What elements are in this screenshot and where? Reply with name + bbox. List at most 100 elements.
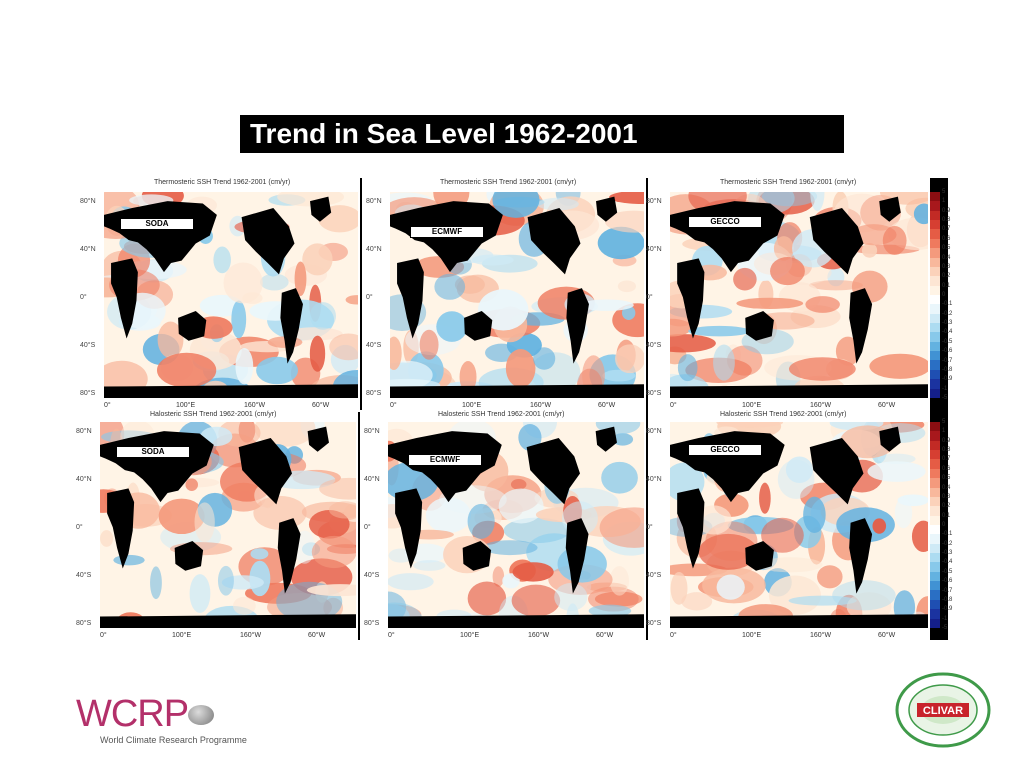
map-panel-soda-halosteric: Halosteric SSH Trend 1962-2001 (cm/yr) 80… [76, 410, 358, 644]
colorbar [930, 192, 940, 398]
colorbar-tick-label: 0.3 [942, 263, 951, 270]
colorbar-tick-label: 0.5 [942, 245, 951, 252]
colorbar-swatch [930, 266, 940, 277]
map-panel-gecco-halosteric: Halosteric SSH Trend 1962-2001 (cm/yr) 80… [646, 410, 952, 644]
lat-tick-label: 0° [646, 294, 653, 301]
lat-tick-label: 0° [76, 524, 83, 531]
lon-tick-label: 160°W [240, 632, 262, 639]
dataset-label-gecco: GECCO [688, 216, 762, 228]
panel-title: Halosteric SSH Trend 1962-2001 (cm/yr) [150, 411, 277, 418]
colorbar-swatch [930, 609, 940, 619]
lon-tick-label: 160°W [530, 402, 552, 409]
colorbar-swatch [930, 201, 940, 211]
colorbar-swatch [930, 229, 940, 239]
lat-tick-label: 80°N [646, 428, 662, 435]
dataset-label-gecco: GECCO [688, 444, 762, 456]
dataset-label-ecmwf: ECMWF [408, 454, 482, 466]
colorbar-swatch [930, 248, 940, 258]
colorbar-tick-label: 0.2 [942, 273, 951, 280]
colorbar-tick-label: 0.5 [942, 475, 951, 482]
map-panel-soda-thermosteric: Thermosteric SSH Trend 1962-2001 (cm/yr)… [78, 178, 360, 412]
ssh-trend-map [104, 192, 358, 398]
dataset-label-soda: SODA [120, 218, 194, 230]
colorbar-swatch [930, 543, 940, 554]
colorbar-tick-label: -0.5 [942, 568, 953, 575]
lat-tick-label: 80°N [646, 198, 662, 205]
lat-tick-label: 80°S [366, 390, 382, 397]
ssh-trend-map [670, 422, 928, 628]
colorbar-swatch [930, 506, 940, 516]
dataset-label-ecmwf: ECMWF [410, 226, 484, 238]
colorbar-tick-label: -0.1 [942, 301, 953, 308]
lat-tick-label: 80°S [76, 620, 92, 627]
lat-tick-label: 40°N [80, 246, 96, 253]
lat-tick-label: 80°N [76, 428, 92, 435]
colorbar-swatch [930, 534, 940, 544]
clivar-logo-word: CLIVAR [923, 705, 963, 717]
lon-tick-label: 0° [100, 632, 107, 639]
colorbar-tick-label: -5 [942, 395, 948, 401]
colorbar-tick-label: -1 [942, 615, 948, 622]
wcrp-globe-icon [188, 705, 214, 725]
colorbar-tick-label: -0.3 [942, 320, 953, 327]
colorbar-swatch [930, 590, 940, 600]
colorbar-swatch [930, 468, 940, 479]
colorbar-tick-label: 0.4 [942, 254, 951, 261]
colorbar-swatch [930, 487, 940, 497]
colorbar-tick-label: 0.9 [942, 437, 951, 444]
lat-tick-label: 0° [80, 294, 87, 301]
colorbar-swatch [930, 478, 940, 488]
colorbar-swatch [930, 553, 940, 563]
lat-tick-label: 0° [366, 294, 373, 301]
colorbar-swatch [930, 515, 940, 525]
panel-title: Halosteric SSH Trend 1962-2001 (cm/yr) [438, 411, 565, 418]
colorbar-swatch [930, 369, 940, 380]
colorbar-tick-label: 1 [942, 428, 946, 435]
colorbar-tick-label: -1 [942, 385, 948, 392]
colorbar-tick-label: 0.2 [942, 503, 951, 510]
colorbar-swatch [930, 210, 940, 221]
colorbar-swatch [930, 524, 940, 535]
colorbar-tick-label: -0.7 [942, 357, 953, 364]
lon-tick-label: 0° [390, 402, 397, 409]
lon-tick-label: 60°W [308, 632, 326, 639]
colorbar-swatch [930, 332, 940, 342]
lon-tick-label: 100°E [742, 632, 762, 639]
colorbar-swatch [930, 459, 940, 469]
colorbar-swatch [930, 599, 940, 610]
panel-title: Thermosteric SSH Trend 1962-2001 (cm/yr) [440, 179, 577, 186]
colorbar-tick-label: 0.3 [942, 493, 951, 500]
colorbar-tick-label: 5 [942, 419, 946, 425]
ssh-trend-map [670, 192, 928, 398]
ssh-trend-map [390, 192, 644, 398]
colorbar-tick-label: 0.8 [942, 447, 951, 454]
colorbar-tick-label: -0.6 [942, 348, 953, 355]
lon-tick-label: 100°E [176, 402, 196, 409]
colorbar-tick-label: -0.4 [942, 559, 953, 566]
colorbar-tick-label: -0.9 [942, 606, 953, 613]
colorbar-tick-label: 0.6 [942, 465, 951, 472]
colorbar-swatch [930, 422, 940, 432]
map-panel-ecmwf-halosteric: Halosteric SSH Trend 1962-2001 (cm/yr) 80… [360, 410, 646, 644]
colorbar-tick-label: -0.7 [942, 587, 953, 594]
colorbar-tick-label: -0.5 [942, 338, 953, 345]
colorbar-tick-label: 0.1 [942, 282, 951, 289]
slide-title: Trend in Sea Level 1962-2001 [240, 115, 844, 153]
lon-tick-label: 100°E [460, 632, 480, 639]
colorbar-tick-label: 1 [942, 198, 946, 205]
colorbar-swatch [930, 257, 940, 267]
lon-tick-label: 100°E [742, 402, 762, 409]
colorbar-swatch [930, 323, 940, 333]
colorbar-tick-label: 0.9 [942, 207, 951, 214]
lat-tick-label: 80°N [364, 428, 380, 435]
lat-tick-label: 40°N [366, 246, 382, 253]
lat-tick-label: 40°S [80, 342, 96, 349]
wcrp-logo-word: WCRP [76, 693, 189, 735]
colorbar-tick-label: 0 [942, 522, 946, 528]
lon-tick-label: 160°W [244, 402, 266, 409]
colorbar-swatch [930, 285, 940, 295]
lon-tick-label: 100°E [462, 402, 482, 409]
colorbar-swatch [930, 431, 940, 441]
colorbar-tick-label: -0.2 [942, 540, 953, 547]
colorbar-tick-label: -0.3 [942, 550, 953, 557]
